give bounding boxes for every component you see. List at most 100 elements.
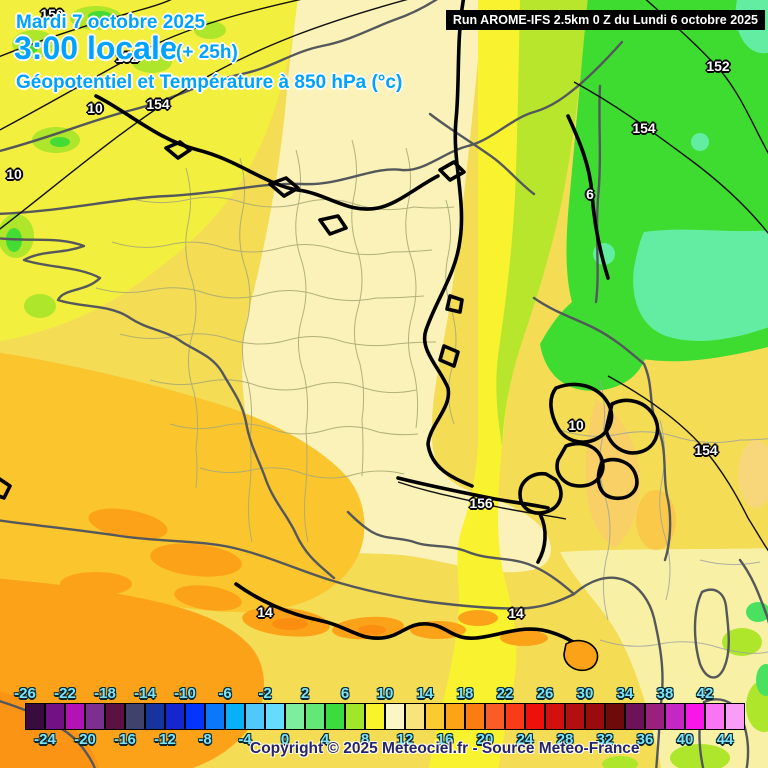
colorbar-tick-label: -4 (238, 731, 252, 748)
forecast-local-time: 3:00 locale (14, 30, 178, 66)
colorbar-cell (65, 703, 85, 730)
colorbar-cell (125, 703, 145, 730)
colorbar-cell (425, 703, 445, 730)
colorbar-tick-label: 24 (516, 731, 534, 748)
colorbar-tick-label: 36 (636, 731, 654, 748)
colorbar-cell (45, 703, 65, 730)
colorbar-tick-label: -24 (34, 731, 56, 748)
colorbar-cell (705, 703, 725, 730)
colorbar-cell (565, 703, 585, 730)
forecast-date: Mardi 7 octobre 2025 (16, 12, 206, 33)
colorbar-tick-label: -12 (154, 731, 176, 748)
isotherm-label: 6 (586, 186, 594, 202)
colorbar-tick-label: 18 (456, 685, 474, 702)
colorbar-cell (165, 703, 185, 730)
colorbar-tick-label: -8 (198, 731, 212, 748)
colorbar-cell (625, 703, 645, 730)
colorbar-cell (385, 703, 405, 730)
colorbar-tick-label: 10 (376, 685, 394, 702)
colorbar-cell (665, 703, 685, 730)
colorbar-tick-label: 6 (340, 685, 350, 702)
isotherm-label: 14 (508, 605, 524, 621)
colorbar-cell (445, 703, 465, 730)
colorbar-tick-label: -26 (14, 685, 36, 702)
colorbar-tick-label: -10 (174, 685, 196, 702)
colorbar-cell (145, 703, 165, 730)
colorbar-labels-bottom: -24 -20 -16 -12 -8 -4 0 4 8 12 16 20 24 28 32 36 40 44 (0, 731, 768, 748)
colorbar-tick-label: 4 (320, 731, 330, 748)
colorbar-cell (225, 703, 245, 730)
colorbar-tick-label: -6 (218, 685, 232, 702)
colorbar-cell (285, 703, 305, 730)
colorbar-tick-label: 34 (616, 685, 634, 702)
colorbar-tick-label: 20 (476, 731, 494, 748)
colorbar-tick-label: 12 (396, 731, 414, 748)
colorbar-tick-label: -20 (74, 731, 96, 748)
colorbar-tick-label: -2 (258, 685, 272, 702)
department-boundaries (95, 139, 457, 543)
forecast-hour-offset: (+ 25h) (176, 42, 238, 63)
colorbar-cell (525, 703, 545, 730)
temperature-isotherms (0, 0, 660, 648)
colorbar-cell (365, 703, 385, 730)
colorbar-tick-label: 40 (676, 731, 694, 748)
colorbar-tick-label: 30 (576, 685, 594, 702)
colorbar-cell (465, 703, 485, 730)
colorbar-tick-label: 8 (360, 731, 370, 748)
colorbar-cell (185, 703, 205, 730)
colorbar-cell (645, 703, 665, 730)
colorbar-tick-label: 38 (656, 685, 674, 702)
colorbar-tick-label: 22 (496, 685, 514, 702)
colorbar-tick-label: 42 (696, 685, 714, 702)
geopotential-label: 154 (632, 120, 656, 136)
colorbar-cell (105, 703, 125, 730)
warm-islet-contour (563, 639, 599, 672)
colorbar-tick-label: -14 (134, 685, 156, 702)
geopotential-label: 152 (706, 58, 730, 74)
colorbar-tick-label: -22 (54, 685, 76, 702)
colorbar-cell (585, 703, 605, 730)
colorbar-labels-top: -26 -22 -18 -14 -10 -6 -2 2 6 10 14 18 22 26 30 34 38 42 (0, 685, 768, 702)
geopotential-contours (0, 0, 768, 552)
colorbar-cell (85, 703, 105, 730)
colorbar-cell (605, 703, 625, 730)
colorbar-cell (245, 703, 265, 730)
model-run-banner: Run AROME-IFS 2.5km 0 Z du Lundi 6 octob… (445, 10, 765, 30)
temperature-colorbar (25, 703, 747, 731)
copyright-line: Copyright © 2025 Meteociel.fr - Source M… (250, 740, 640, 757)
colorbar-cell (485, 703, 505, 730)
colorbar-tick-label: 16 (436, 731, 454, 748)
isotherm-label: 10 (568, 417, 584, 433)
colorbar-cell (725, 703, 745, 730)
colorbar-cell (405, 703, 425, 730)
geopotential-label: 154 (694, 442, 718, 458)
isotherm-label: 10 (6, 166, 22, 182)
colorbar-tick-label: 26 (536, 685, 554, 702)
colorbar-tick-label: 32 (596, 731, 614, 748)
colorbar-tick-label: 2 (300, 685, 310, 702)
colorbar-tick-label: -16 (114, 731, 136, 748)
colorbar-cell (545, 703, 565, 730)
isotherm-label: 10 (87, 100, 103, 116)
colorbar-tick-label: -18 (94, 685, 116, 702)
colorbar-cell (265, 703, 285, 730)
colorbar-cell (685, 703, 705, 730)
isotherm-label: 14 (257, 604, 273, 620)
colorbar-tick-label: 28 (556, 731, 574, 748)
geopotential-label: 152 (115, 49, 139, 65)
colorbar-cell (305, 703, 325, 730)
colorbar-cell (25, 703, 45, 730)
geopotential-label: 150 (40, 6, 64, 22)
colorbar-cell (205, 703, 225, 730)
map-parameter-title: Géopotentiel et Température à 850 hPa (°… (16, 72, 403, 93)
colorbar-cell (325, 703, 345, 730)
colorbar-cell (505, 703, 525, 730)
colorbar-tick-label: 14 (416, 685, 434, 702)
colorbar-tick-label: 44 (716, 731, 734, 748)
geopotential-label: 154 (146, 96, 170, 112)
colorbar-tick-label: 0 (280, 731, 290, 748)
geopotential-label: 156 (469, 495, 493, 511)
